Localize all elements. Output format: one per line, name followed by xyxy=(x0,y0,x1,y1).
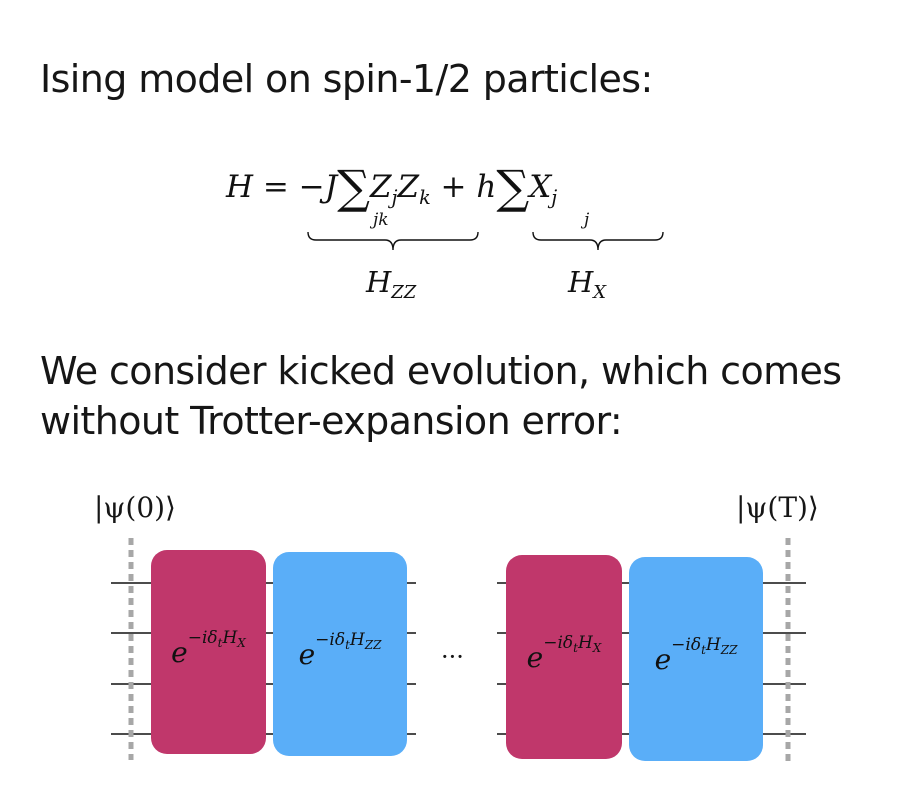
hx-sub: X xyxy=(593,282,607,304)
gate-exponent: −iδtHX xyxy=(543,633,602,655)
exp-H: H xyxy=(349,630,365,650)
hx-base: H xyxy=(568,265,594,299)
gate-exponent: −iδtHX xyxy=(187,628,246,650)
eq-H: H xyxy=(226,169,254,205)
heading-ising-model: Ising model on spin-1/2 particles: xyxy=(40,57,653,101)
exp-H: H xyxy=(705,635,721,655)
exp-prefix: −iδ xyxy=(543,633,574,653)
hamiltonian-equation: H = −J∑ZjZk + h∑Xj xyxy=(226,158,557,210)
underbrace-hx xyxy=(532,231,664,251)
exp-sub: ZZ xyxy=(364,638,382,652)
eq-X: X xyxy=(529,169,552,205)
label-hx: HX xyxy=(568,265,606,302)
paragraph-line-2: without Trotter-expansion error: xyxy=(40,399,623,443)
gate-base: e xyxy=(526,640,544,674)
eq-plus: + xyxy=(430,169,477,205)
gate-base: e xyxy=(171,635,188,669)
eq-sub-j2: j xyxy=(551,185,558,209)
exp-sub: X xyxy=(237,636,246,650)
gate-hx-1: e −iδtHX xyxy=(151,550,266,754)
exp-sub: X xyxy=(592,641,602,655)
gate-exponent: −iδtHZZ xyxy=(315,630,382,652)
gate-hzz-1: e −iδtHZZ xyxy=(273,552,407,756)
exp-sub: ZZ xyxy=(720,643,738,657)
exp-prefix: −iδ xyxy=(187,628,218,648)
exp-H: H xyxy=(577,633,593,653)
gate-base: e xyxy=(654,642,672,676)
hzz-sub: ZZ xyxy=(391,282,417,304)
gate-hx-2: e −iδtHX xyxy=(506,555,622,759)
eq-equals: = − xyxy=(253,169,325,205)
exp-prefix: −iδ xyxy=(315,630,346,650)
eq-sum-1: ∑ xyxy=(337,160,370,214)
ellipsis: ··· xyxy=(441,643,464,671)
eq-J: J xyxy=(324,169,338,205)
exp-prefix: −iδ xyxy=(671,635,702,655)
underbrace-hzz xyxy=(307,231,479,251)
eq-sum-2: ∑ xyxy=(496,160,530,214)
gate-base: e xyxy=(298,637,316,671)
hzz-base: H xyxy=(366,265,392,299)
exp-H: H xyxy=(222,628,238,648)
final-state-label: |ψ(T)⟩ xyxy=(736,491,819,524)
exp-t: t xyxy=(573,641,578,655)
exp-t: t xyxy=(701,643,706,657)
eq-h: h xyxy=(476,169,497,205)
sum-limit-jk: jk xyxy=(373,210,389,230)
gate-hzz-2: e −iδtHZZ xyxy=(629,557,763,761)
gate-exponent: −iδtHZZ xyxy=(671,635,738,657)
sum-limit-j: j xyxy=(584,210,590,230)
exp-t: t xyxy=(217,636,223,650)
label-hzz: HZZ xyxy=(366,265,416,302)
exp-t: t xyxy=(345,638,350,652)
initial-state-label: |ψ(0)⟩ xyxy=(94,491,176,524)
eq-Z1: Z xyxy=(370,169,392,205)
eq-sub-j: j xyxy=(391,185,398,209)
paragraph-line-1: We consider kicked evolution, which come… xyxy=(40,349,842,393)
eq-sub-k: k xyxy=(419,185,431,209)
eq-Z2: Z xyxy=(397,169,420,205)
